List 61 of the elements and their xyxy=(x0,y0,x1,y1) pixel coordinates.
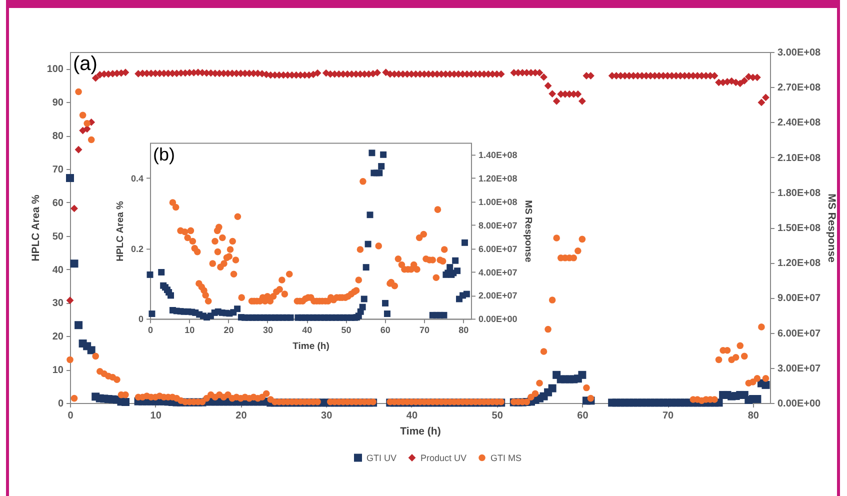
y2-tick-label: 0.00E+00 xyxy=(778,398,822,410)
x-tick-label: 20 xyxy=(236,410,248,422)
y2-tick-label: 9.00E+07 xyxy=(778,293,822,304)
x-tick-label: 20 xyxy=(224,325,234,336)
y2-tick-label: 2.70E+08 xyxy=(778,82,822,94)
y-tick-label: 90 xyxy=(52,98,64,109)
y-tick-label: 0 xyxy=(138,314,144,324)
x-tick-label: 60 xyxy=(577,410,589,422)
x-tick-label: 10 xyxy=(150,410,162,422)
y-tick-label: 40 xyxy=(52,264,64,276)
legend-label: GTI UV xyxy=(366,452,397,463)
chart-title: (b) xyxy=(153,144,175,165)
y2-tick-label: 1.00E+08 xyxy=(478,196,518,207)
x-tick-label: 50 xyxy=(341,325,352,336)
y-tick-label: 0.2 xyxy=(131,244,144,254)
y2-tick-label: 2.40E+08 xyxy=(778,118,822,129)
y-tick-label: 80 xyxy=(52,131,64,142)
x-tick-label: 0 xyxy=(148,325,154,336)
x-tick-label: 80 xyxy=(748,410,760,422)
y2-tick-label: 3.00E+08 xyxy=(778,48,822,58)
y-tick-label: 100 xyxy=(46,64,64,76)
x-tick-label: 70 xyxy=(420,325,430,336)
y-tick-label: 50 xyxy=(52,231,64,242)
y-tick-label: 60 xyxy=(52,198,64,209)
y-axis-title: HPLC Area % xyxy=(115,200,126,262)
y2-tick-label: 4.00E+07 xyxy=(478,267,518,278)
x-tick-label: 30 xyxy=(262,325,273,336)
legend-label: GTI MS xyxy=(490,452,522,463)
x-tick-label: 10 xyxy=(184,325,195,336)
y2-tick-label: 0.00E+00 xyxy=(478,314,518,324)
y2-tick-label: 2.10E+08 xyxy=(778,152,822,164)
y-tick-label: 0.4 xyxy=(131,173,144,184)
y-tick-label: 70 xyxy=(52,164,64,176)
y2-tick-label: 1.20E+08 xyxy=(778,258,822,270)
y2-tick-label: 6.00E+07 xyxy=(478,244,518,254)
y2-axis-title: MS Response xyxy=(826,194,838,263)
x-tick-label: 0 xyxy=(68,410,74,422)
y2-tick-label: 1.80E+08 xyxy=(778,188,822,199)
legend-label: Product UV xyxy=(420,452,467,463)
y2-tick-label: 6.00E+07 xyxy=(778,328,822,340)
x-tick-label: 50 xyxy=(492,410,504,422)
y2-axis-title: MS Response xyxy=(522,200,534,262)
x-tick-label: 70 xyxy=(662,410,674,422)
y2-tick-label: 2.00E+07 xyxy=(478,290,518,301)
y-tick-label: 30 xyxy=(52,298,64,310)
y-tick-label: 0 xyxy=(58,398,64,410)
x-tick-label: 30 xyxy=(321,410,333,422)
x-tick-label: 40 xyxy=(302,325,312,336)
y-tick-label: 10 xyxy=(52,365,64,376)
chart-title: (a) xyxy=(73,53,98,75)
y2-tick-label: 3.00E+07 xyxy=(778,363,822,374)
y2-tick-label: 1.50E+08 xyxy=(778,223,822,234)
x-axis-title: Time (h) xyxy=(292,341,330,352)
x-tick-label: 80 xyxy=(458,325,469,336)
y2-tick-label: 8.00E+07 xyxy=(478,220,518,230)
x-tick-label: 60 xyxy=(380,325,390,336)
y-axis-title: HPLC Area % xyxy=(30,194,42,262)
y2-tick-label: 1.40E+08 xyxy=(478,150,518,160)
y2-tick-label: 1.20E+08 xyxy=(478,173,518,184)
x-axis-title: Time (h) xyxy=(400,426,441,438)
x-tick-label: 40 xyxy=(406,410,418,422)
